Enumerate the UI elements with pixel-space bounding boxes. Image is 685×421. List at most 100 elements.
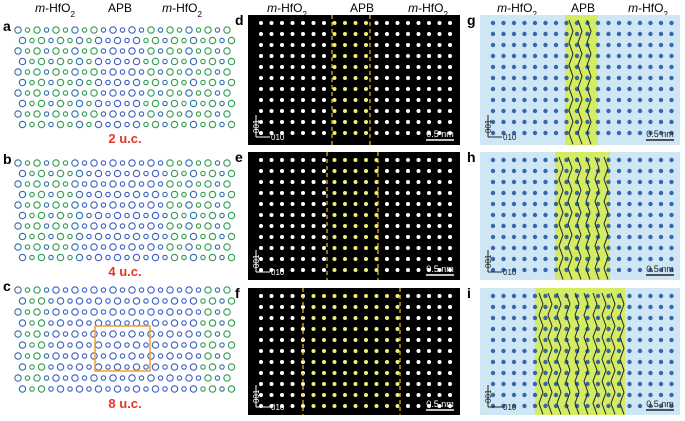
atom xyxy=(311,109,316,113)
atom xyxy=(364,338,368,342)
atom xyxy=(406,327,410,331)
atom xyxy=(75,99,84,108)
atom xyxy=(204,352,212,360)
atom xyxy=(427,191,431,195)
atom xyxy=(332,191,337,195)
atom xyxy=(227,319,236,327)
atom xyxy=(128,330,136,338)
atom xyxy=(406,235,410,239)
atom xyxy=(522,392,527,398)
atom xyxy=(33,180,41,188)
atom xyxy=(113,120,122,129)
atom xyxy=(648,42,653,48)
atom xyxy=(269,316,274,320)
atom xyxy=(52,201,60,209)
atom xyxy=(437,65,442,69)
atom xyxy=(395,294,400,298)
atom xyxy=(437,169,442,173)
atom xyxy=(437,43,442,47)
atom xyxy=(658,168,664,174)
atom xyxy=(364,305,368,309)
atom xyxy=(595,326,601,332)
atom xyxy=(90,308,98,316)
atom xyxy=(311,65,316,69)
atom xyxy=(374,65,379,69)
atom xyxy=(406,54,410,58)
atom xyxy=(138,111,145,117)
atom xyxy=(637,326,643,332)
atom xyxy=(364,257,368,261)
atom xyxy=(90,330,98,338)
atom xyxy=(176,111,183,117)
atom xyxy=(490,201,496,207)
atom xyxy=(374,316,379,320)
atom xyxy=(553,245,559,251)
atom xyxy=(67,298,73,304)
atom xyxy=(606,381,611,387)
atom xyxy=(448,169,452,173)
atom xyxy=(364,327,368,331)
atom xyxy=(553,256,559,262)
atom xyxy=(553,53,559,59)
atom xyxy=(427,404,431,408)
atom xyxy=(448,87,452,91)
atom xyxy=(195,181,202,187)
atom xyxy=(427,109,431,113)
atom xyxy=(395,327,400,331)
atom xyxy=(33,330,41,338)
atom xyxy=(522,359,527,365)
atom xyxy=(162,298,168,304)
atom xyxy=(406,213,410,217)
atom xyxy=(43,160,50,166)
atom xyxy=(437,87,442,91)
atom xyxy=(132,190,141,199)
atom xyxy=(181,298,187,304)
atom xyxy=(522,337,527,343)
atom xyxy=(311,305,316,309)
atom xyxy=(214,181,221,187)
atom xyxy=(353,349,358,353)
atom xyxy=(395,305,400,309)
atom xyxy=(37,211,46,220)
atom xyxy=(119,287,126,293)
atom xyxy=(595,31,601,37)
atom xyxy=(658,108,664,114)
atom xyxy=(343,349,347,353)
atom xyxy=(259,224,263,228)
atom xyxy=(113,363,122,371)
atom xyxy=(437,191,442,195)
atom xyxy=(259,213,263,217)
atom xyxy=(151,297,160,305)
atom xyxy=(416,338,421,342)
atom xyxy=(385,268,389,272)
atom xyxy=(648,267,653,273)
atom xyxy=(75,57,84,66)
displacement-trace xyxy=(556,292,562,415)
atom xyxy=(427,246,431,250)
atom xyxy=(416,21,421,25)
atom xyxy=(24,111,31,117)
atom xyxy=(100,48,107,54)
atom xyxy=(290,202,295,206)
atom xyxy=(637,86,643,92)
atom xyxy=(332,224,337,228)
atom xyxy=(658,223,664,229)
atom xyxy=(627,190,632,196)
atom xyxy=(124,191,130,198)
atom xyxy=(71,243,79,251)
atom xyxy=(311,257,316,261)
atom xyxy=(522,31,527,37)
atom xyxy=(501,212,506,218)
atom xyxy=(648,86,653,92)
atom xyxy=(427,294,431,298)
atom xyxy=(385,305,389,309)
atom xyxy=(18,120,27,129)
atom xyxy=(322,316,326,320)
atom xyxy=(113,341,122,349)
atom xyxy=(143,121,149,128)
atom xyxy=(24,223,31,229)
atom xyxy=(616,348,622,354)
atom xyxy=(322,180,326,184)
atom xyxy=(322,382,326,386)
atom xyxy=(332,316,337,320)
